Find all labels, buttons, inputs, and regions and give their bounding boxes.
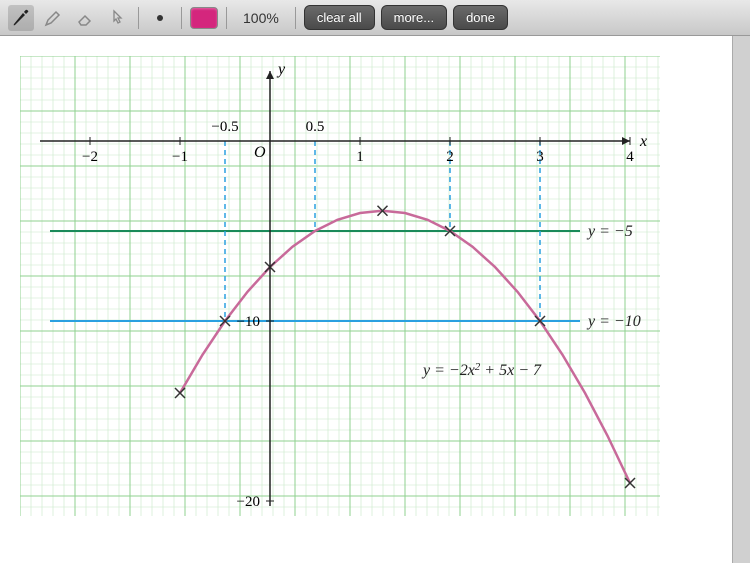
- pencil-tool[interactable]: [40, 5, 66, 31]
- divider: [226, 7, 227, 29]
- x-tick-label: 4: [626, 149, 634, 165]
- hline-label: y = −5: [586, 223, 633, 240]
- dot-icon: [157, 15, 163, 21]
- divider: [181, 7, 182, 29]
- more-button[interactable]: more...: [381, 5, 447, 30]
- hline-label: y = −10: [586, 313, 641, 330]
- x-axis-label: x: [639, 133, 647, 150]
- x-tick-label: 3: [536, 149, 544, 165]
- color-swatch[interactable]: [190, 7, 218, 29]
- zoom-label: 100%: [235, 10, 287, 26]
- right-sidebar: [732, 36, 750, 563]
- divider: [295, 7, 296, 29]
- graph-svg: y = −5 y = −10 x y O −2 −1 1 2 3 4 −0.5 0.5 −10 −20 y =…: [20, 56, 660, 516]
- pen-tool[interactable]: [8, 5, 34, 31]
- clear-all-button[interactable]: clear all: [304, 5, 375, 30]
- x-extra-label: 0.5: [306, 119, 325, 135]
- dot-size-picker[interactable]: [147, 5, 173, 31]
- x-tick-label: −2: [82, 149, 98, 165]
- y-axis-label: y: [276, 61, 286, 78]
- toolbar: 100% clear all more... done: [0, 0, 750, 36]
- y-tick-label: −20: [237, 494, 260, 510]
- x-tick-label: −1: [172, 149, 188, 165]
- y-tick-label: −10: [237, 314, 260, 330]
- origin-label: O: [254, 144, 266, 161]
- main-area: y = −5 y = −10 x y O −2 −1 1 2 3 4 −0.5 0.5 −10 −20 y =…: [0, 36, 750, 563]
- x-tick-label: 1: [356, 149, 364, 165]
- done-button[interactable]: done: [453, 5, 508, 30]
- x-extra-label: −0.5: [211, 119, 238, 135]
- eraser-tool[interactable]: [72, 5, 98, 31]
- curve-equation-label: y = −2x2 + 5x − 7: [421, 361, 542, 379]
- pointer-tool[interactable]: [104, 5, 130, 31]
- canvas-area[interactable]: y = −5 y = −10 x y O −2 −1 1 2 3 4 −0.5 0.5 −10 −20 y =…: [0, 36, 732, 563]
- x-tick-label: 2: [446, 149, 454, 165]
- divider: [138, 7, 139, 29]
